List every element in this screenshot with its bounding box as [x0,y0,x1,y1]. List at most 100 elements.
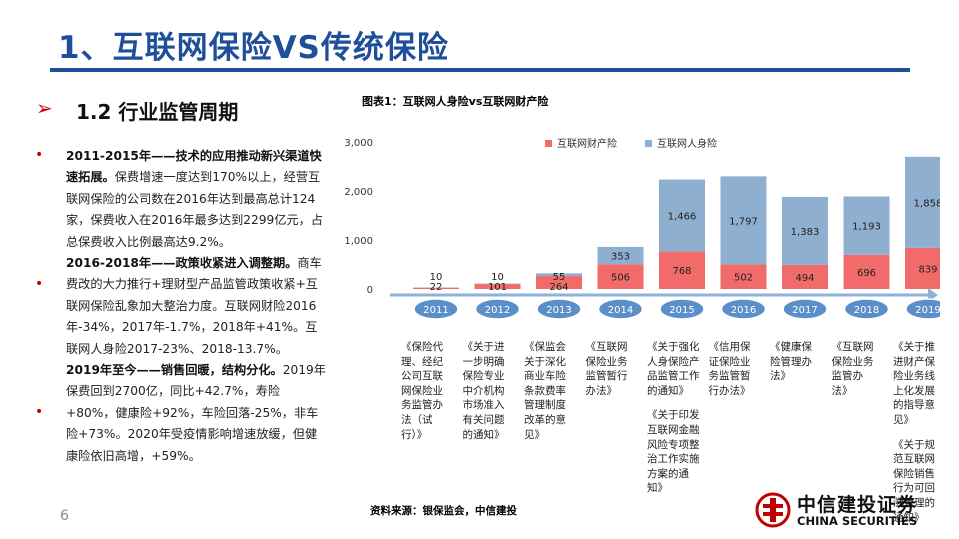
value-label: 10 [430,272,443,283]
year-marker [782,298,828,320]
value-label: 1,797 [729,216,758,227]
value-label: 506 [611,273,630,284]
regulation-doc: 《互联网 保险业务 监管暂行 办法》 [586,340,646,398]
regulation-doc-line: 证保险业 [708,355,751,368]
bullet-body: 2019年保费回到2700亿，同比+42.7%，寿险+80%，健康险+92%，车… [66,363,326,463]
regulation-doc: 《保险代 理、经纪 公司互联 网保险业 务监管办 法（试 行）》 [401,340,461,442]
legend-swatch [545,140,552,147]
page-number: 6 [60,508,69,524]
year-label: 2012 [485,305,510,316]
year-label: 2015 [669,305,694,316]
bar-segment [597,264,644,289]
regulation-doc-line: 市场准入 [462,399,505,412]
year-label: 2013 [546,305,571,316]
regulation-doc-line: 的通知》 [462,428,505,441]
regulation-doc-line: 治工作实施 [647,453,700,466]
bar-segment [413,287,459,289]
regulation-doc-line: 行）》 [401,428,428,441]
regulation-doc-line: 范互联网 [893,453,935,466]
bullet-paragraph: 2011-2015年——技术的应用推动新兴渠道快速拓展。保费增速一度达到170%… [66,146,328,253]
year-label: 2019 [915,305,940,316]
bullet-heading: 2011-2015年——技术的应用推动新兴渠道快速拓展。 [66,149,322,185]
value-label: 1,193 [852,222,881,233]
value-label: 768 [672,266,691,277]
bar-segment [659,179,705,252]
title-divider [50,68,910,72]
regulation-doc-line: 有关问题 [462,413,505,426]
regulation-doc: 《关于进 一步明确 保险专业 中介机构 市场准入 有关问题 的通知》 [463,340,523,442]
regulation-doc-line: 保险销售 [893,467,935,480]
regulation-doc-line: 《关于推 [893,341,935,353]
regulation-doc-line: 通知》 [893,511,925,524]
regulation-doc-line: 行办法》 [708,384,751,397]
spacer [647,398,707,408]
logo-mark-icon [755,492,791,528]
regulation-doc-line: 《关于印发 [647,409,700,422]
value-label: 101 [488,282,507,293]
bar-segment [597,246,644,265]
legend-swatch [645,140,652,147]
regulation-doc-line: 关于深化 [524,355,566,368]
regulation-doc-line: 进财产保 [893,355,935,368]
regulation-doc-line: 险业务线 [893,370,935,383]
value-label: 1,858 [914,198,940,209]
bullet-heading: 2016-2018年——政策收紧进入调整期。 [66,256,298,271]
regulation-doc-line: 一步明确 [462,355,505,368]
bullet-dot-icon: • [35,276,44,292]
year-label: 2018 [854,305,879,316]
y-tick-label: 2,000 [344,187,373,198]
regulation-doc: 《信用保 证保险业 务监管暂 行办法》 [709,340,769,398]
source-note: 资料来源：银保监会，中信建投 [370,505,517,517]
chart-caption: 图表1：互联网人身险vs互联网财产险 [362,95,549,108]
year-marker [597,298,644,320]
bar-segment [659,251,705,289]
bar-segment [905,247,940,289]
regulation-doc-line: 管理制度 [524,399,566,412]
year-label: 2016 [731,305,756,316]
legend-label: 互联网人身险 [657,137,717,150]
bullet-heading: 2019年至今——销售回暖，结构分化。 [66,363,283,378]
value-label: 1,466 [668,211,697,222]
year-marker [474,298,521,320]
year-marker [843,298,890,320]
bar-segment [782,264,828,289]
value-label: 839 [918,264,937,275]
regulation-doc-line: 《互联网 [831,341,874,353]
bullet-body: 商车费改的大力推行+理财型产品监管政策收紧+互联网保险乱象加大整治力度。互联网财… [66,256,322,356]
regulation-doc-line: 法（试 [401,413,433,426]
value-label: 696 [857,268,876,279]
value-label: 353 [611,252,630,263]
value-label: 55 [553,272,566,283]
regulation-doc-line: 互联网金融 [647,423,700,436]
regulation-doc-line: 公司互联 [401,370,443,383]
bar-segment [536,276,582,289]
bar-segment [720,176,767,265]
bullet-dot-icon: • [35,404,44,420]
regulation-doc-line: 中介机构 [462,384,505,397]
logo-text-cn: 中信建投证券 [797,494,918,516]
regulation-doc-line: 方案的通 [647,467,689,480]
regulation-doc-line: 务监管办 [401,399,443,412]
spacer [893,428,953,438]
regulation-doc: 《关于强化 人身保险产 品监管工作 的通知》 《关于印发 互联网金融 风险专项整 治工作实施方… [647,340,707,496]
value-label: 10 [491,272,504,283]
year-label: 2011 [423,305,448,316]
regulation-doc-line: 的指导意 [893,399,935,412]
section-arrow-icon: ➢ [36,96,53,120]
year-marker [413,298,459,320]
regulation-doc-line: 商业车险 [524,370,566,383]
regulation-doc-line: 险管理办 [770,355,812,368]
regulation-doc-line: 监管办 [831,370,864,383]
regulation-doc-line: 条款费率 [524,384,566,397]
regulation-doc: 《关于推 进财产保 险业务线 上化发展 的指导意 见》 《关于规 范互联网 保险销售 行为可回 溯管… [893,340,953,525]
regulation-doc-line: 《互联网 [585,341,628,353]
regulation-doc-line: 保险业务 [585,355,628,368]
regulation-doc-line: 风险专项整 [647,438,700,451]
bullet-body: 保费增速一度达到170%以上，经营互联网保险的公司数在2016年达到最高总计12… [66,170,324,249]
regulation-doc-line: 见》 [893,413,914,426]
regulation-doc-line: 保险专业 [462,370,505,383]
y-tick-label: 1,000 [344,236,373,247]
regulation-doc-line: 溯管理的 [893,496,935,509]
regulation-doc-line: 上化发展 [893,384,935,397]
value-label: 1,383 [791,227,820,238]
